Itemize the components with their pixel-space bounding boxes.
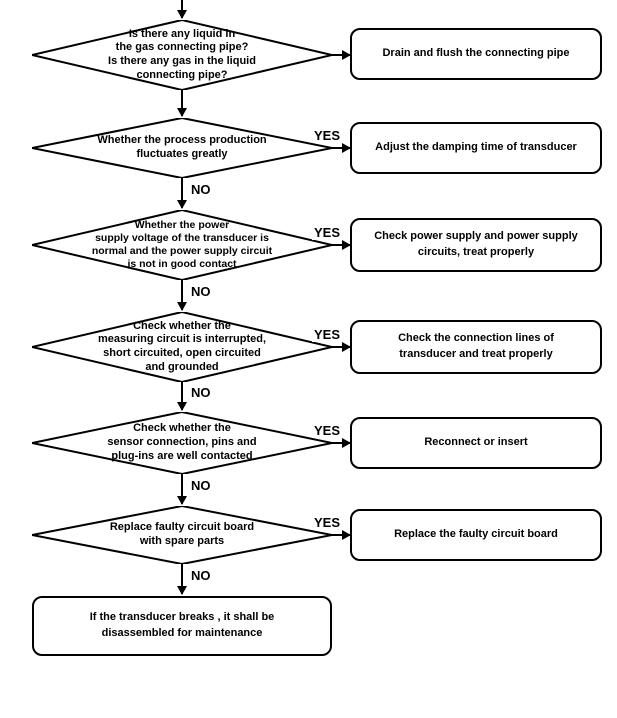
label-no-6: NO bbox=[189, 568, 213, 583]
arrow-d3-r3 bbox=[332, 244, 350, 246]
arrow-d3-d4 bbox=[181, 280, 183, 310]
decision-4-text: Check whether themeasuring circuit is in… bbox=[88, 320, 276, 375]
arrow-d5-r5 bbox=[332, 442, 350, 444]
label-yes-3: YES bbox=[312, 225, 342, 240]
action-7: If the transducer breaks , it shall bedi… bbox=[32, 596, 332, 656]
action-7-text: If the transducer breaks , it shall bedi… bbox=[90, 610, 275, 642]
arrow-d1-r1 bbox=[332, 54, 350, 56]
action-1: Drain and flush the connecting pipe bbox=[350, 28, 602, 80]
decision-1: Is there any liquid inthe gas connecting… bbox=[32, 20, 332, 90]
label-no-5: NO bbox=[189, 478, 213, 493]
action-4: Check the connection lines oftransducer … bbox=[350, 320, 602, 374]
decision-6: Replace faulty circuit boardwith spare p… bbox=[32, 506, 332, 564]
arrow-d2-r2 bbox=[332, 147, 350, 149]
action-4-text: Check the connection lines oftransducer … bbox=[398, 331, 554, 363]
label-yes-2: YES bbox=[312, 128, 342, 143]
decision-4: Check whether themeasuring circuit is in… bbox=[32, 312, 332, 382]
arrow-d6-r6 bbox=[332, 534, 350, 536]
label-no-4: NO bbox=[189, 385, 213, 400]
arrow-entry bbox=[181, 0, 183, 18]
decision-1-text: Is there any liquid inthe gas connecting… bbox=[98, 28, 266, 83]
arrow-d2-d3 bbox=[181, 178, 183, 208]
decision-5-text: Check whether thesensor connection, pins… bbox=[97, 422, 266, 463]
decision-3-text: Whether the powersupply voltage of the t… bbox=[82, 219, 282, 272]
label-no-2: NO bbox=[189, 182, 213, 197]
flowchart-root: Is there any liquid inthe gas connecting… bbox=[0, 0, 617, 718]
decision-5: Check whether thesensor connection, pins… bbox=[32, 412, 332, 474]
arrow-d1-d2 bbox=[181, 90, 183, 116]
decision-3: Whether the powersupply voltage of the t… bbox=[32, 210, 332, 280]
action-3: Check power supply and power supplycircu… bbox=[350, 218, 602, 272]
arrow-d5-d6 bbox=[181, 474, 183, 504]
arrow-d6-r7 bbox=[181, 564, 183, 594]
action-5: Reconnect or insert bbox=[350, 417, 602, 469]
label-yes-4: YES bbox=[312, 327, 342, 342]
action-6-text: Replace the faulty circuit board bbox=[394, 527, 558, 543]
action-1-text: Drain and flush the connecting pipe bbox=[382, 46, 569, 62]
action-6: Replace the faulty circuit board bbox=[350, 509, 602, 561]
action-2-text: Adjust the damping time of transducer bbox=[375, 140, 577, 156]
label-yes-6: YES bbox=[312, 515, 342, 530]
label-no-3: NO bbox=[189, 284, 213, 299]
action-5-text: Reconnect or insert bbox=[424, 435, 527, 451]
action-2: Adjust the damping time of transducer bbox=[350, 122, 602, 174]
decision-2-text: Whether the process productionfluctuates… bbox=[87, 134, 276, 162]
decision-6-text: Replace faulty circuit boardwith spare p… bbox=[100, 521, 264, 549]
action-3-text: Check power supply and power supplycircu… bbox=[374, 229, 578, 261]
decision-2: Whether the process productionfluctuates… bbox=[32, 118, 332, 178]
arrow-d4-d5 bbox=[181, 382, 183, 410]
label-yes-5: YES bbox=[312, 423, 342, 438]
arrow-d4-r4 bbox=[332, 346, 350, 348]
